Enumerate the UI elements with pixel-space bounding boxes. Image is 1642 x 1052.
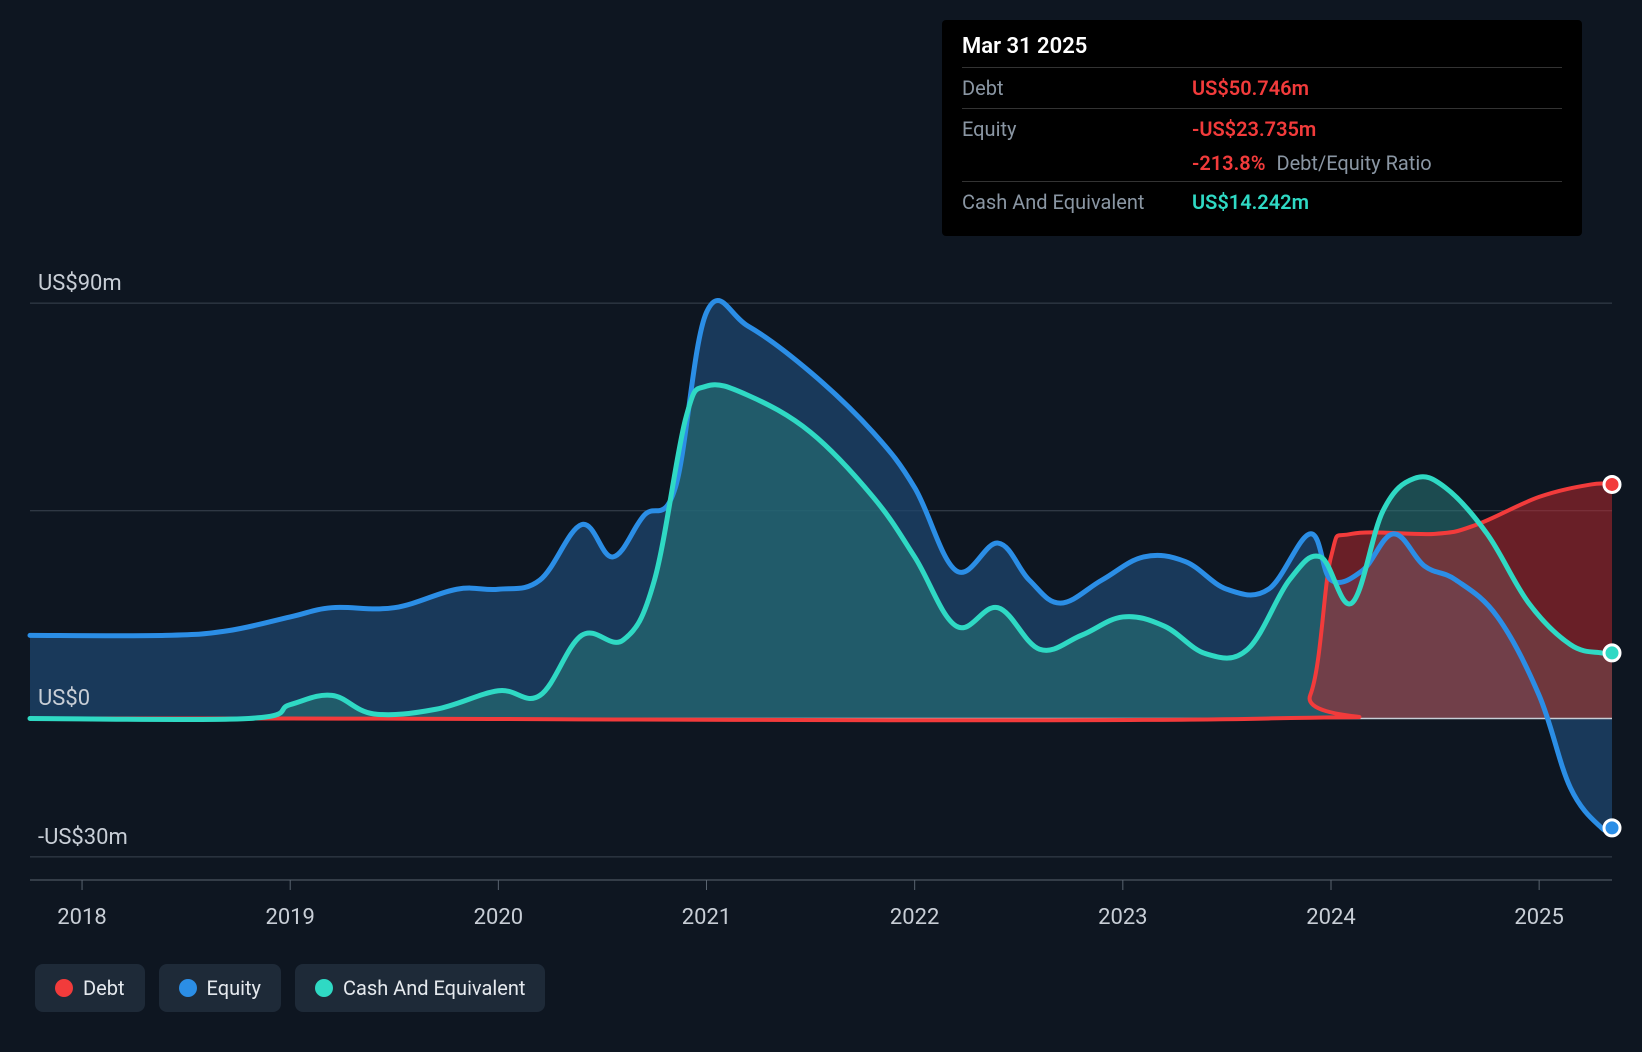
- x-axis-label: 2019: [265, 905, 314, 930]
- tooltip-ratio-pct: -213.8%: [1192, 151, 1265, 175]
- tooltip-row-value: US$50.746m: [1192, 76, 1309, 100]
- tooltip-row-value: -US$23.735m: [1192, 117, 1316, 141]
- tooltip-ratio-label: Debt/Equity Ratio: [1271, 151, 1431, 175]
- x-axis-label: 2023: [1098, 905, 1147, 930]
- x-axis-label: 2024: [1306, 905, 1355, 930]
- y-axis-label: US$90m: [38, 271, 122, 296]
- x-axis-label: 2018: [57, 905, 106, 930]
- tooltip-date: Mar 31 2025: [962, 34, 1562, 59]
- y-axis-label: -US$30m: [38, 825, 128, 850]
- series-end-marker: [1604, 645, 1620, 661]
- series-end-marker: [1604, 476, 1620, 492]
- tooltip-ratio-row: -213.8% Debt/Equity Ratio: [962, 149, 1562, 181]
- legend-dot-icon: [179, 979, 197, 997]
- legend-label: Equity: [207, 976, 261, 1000]
- tooltip-row-value: US$14.242m: [1192, 190, 1309, 214]
- x-axis-label: 2022: [890, 905, 939, 930]
- tooltip-row: DebtUS$50.746m: [962, 67, 1562, 108]
- tooltip-row: Cash And EquivalentUS$14.242m: [962, 181, 1562, 222]
- legend-item-cash-and-equivalent[interactable]: Cash And Equivalent: [295, 964, 545, 1012]
- tooltip-row: Equity-US$23.735m: [962, 108, 1562, 149]
- legend-item-debt[interactable]: Debt: [35, 964, 145, 1012]
- y-axis-label: US$0: [38, 686, 90, 711]
- tooltip-row-label: Cash And Equivalent: [962, 190, 1192, 214]
- legend-item-equity[interactable]: Equity: [159, 964, 281, 1012]
- tooltip-row-label: Debt: [962, 76, 1192, 100]
- chart-legend: Debt Equity Cash And Equivalent: [35, 964, 545, 1012]
- legend-label: Cash And Equivalent: [343, 976, 525, 1000]
- tooltip-row-label: Equity: [962, 117, 1192, 141]
- chart-container: Mar 31 2025 DebtUS$50.746mEquity-US$23.7…: [0, 0, 1642, 1052]
- data-tooltip: Mar 31 2025 DebtUS$50.746mEquity-US$23.7…: [942, 20, 1582, 236]
- legend-dot-icon: [315, 979, 333, 997]
- legend-dot-icon: [55, 979, 73, 997]
- x-axis-label: 2021: [682, 905, 731, 930]
- x-axis-label: 2025: [1514, 905, 1563, 930]
- series-end-marker: [1604, 820, 1620, 836]
- legend-label: Debt: [83, 976, 125, 1000]
- x-axis-label: 2020: [474, 905, 523, 930]
